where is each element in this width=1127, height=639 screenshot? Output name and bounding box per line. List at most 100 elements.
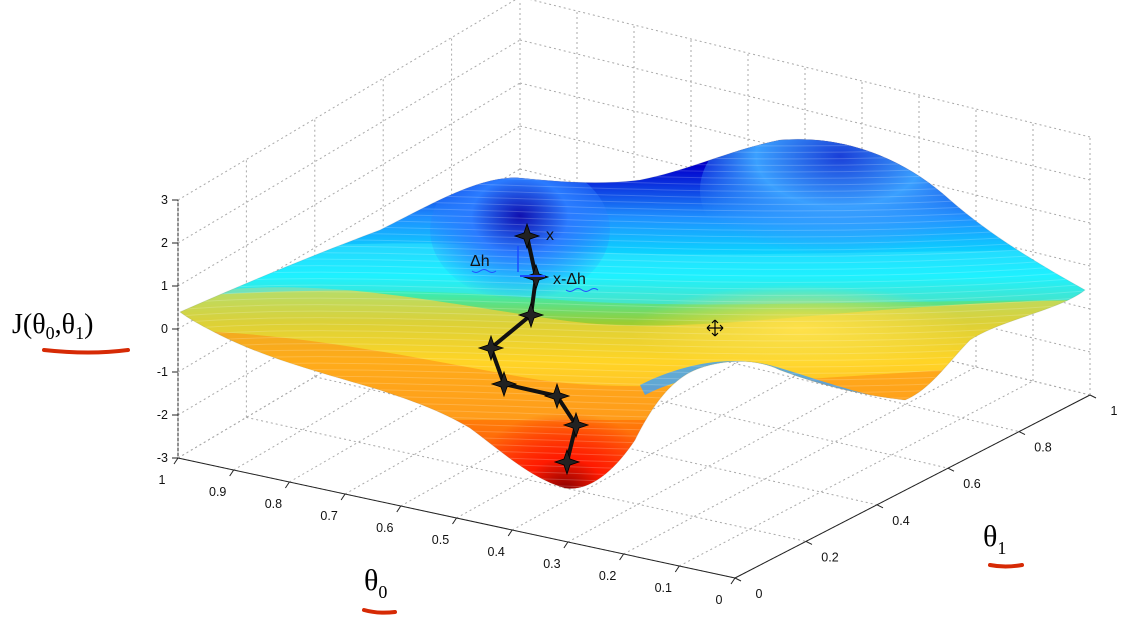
theta0-tick-label: 0.5 [432, 533, 449, 547]
mesh-line [180, 464, 1085, 478]
mesh-line [180, 139, 1085, 147]
floor-gridline-theta0 [679, 380, 1034, 567]
theta0-tick-mark [674, 565, 680, 573]
theta1-label-underline [988, 563, 1024, 569]
z-gridline-left-wall [177, 0, 516, 201]
theta0-tick-label: 0 [716, 593, 723, 607]
theta0-tick-mark [229, 469, 235, 477]
mesh-line [180, 321, 1085, 335]
descent-path [477, 222, 590, 476]
theta1-axis-label: θ1 [983, 520, 1006, 558]
mesh-line [180, 451, 1085, 465]
theta1-tick-label: 0 [756, 587, 763, 601]
theta0-tick-label: 0.2 [599, 569, 616, 583]
mesh-line [180, 158, 1085, 173]
annotations: x Δh x-Δh [470, 227, 599, 292]
descent-step-marker [490, 370, 518, 398]
theta1-tick-mark [805, 540, 813, 545]
theta1-tick-mark [1089, 394, 1097, 399]
theta1-axis-ticks: 0 0.2 0.4 0.6 0.8 1 [734, 394, 1118, 601]
x-minus-delta-h-label: x-Δh [553, 271, 586, 288]
mesh-line [180, 152, 1085, 166]
mesh-line [180, 457, 1085, 472]
theta0-tick-mark [563, 541, 569, 549]
descent-step-marker [553, 448, 581, 476]
floor-gridline-theta0 [623, 366, 977, 555]
z-tick-label: -2 [157, 408, 168, 422]
z-tick-label: 1 [161, 279, 168, 293]
theta1-tick-mark [1018, 431, 1026, 436]
theta0-tick-mark [730, 577, 736, 585]
theta0-axis-label: θ0 [364, 564, 387, 602]
theta1-tick-label: 0.4 [892, 514, 909, 528]
theta0-tick-label: 1 [159, 473, 166, 487]
mesh-line [180, 308, 1085, 322]
theta1-tick-mark [947, 467, 955, 472]
descent-step-marker [562, 411, 590, 439]
theta0-tick-mark [284, 481, 290, 489]
surface-outline [179, 138, 1086, 489]
theta0-tick-mark [173, 457, 179, 465]
floor-gridline-theta0 [511, 338, 863, 531]
z-tick-label: 3 [161, 193, 168, 207]
theta0-label-underline [362, 608, 397, 615]
mesh-line [180, 139, 1085, 153]
z-axis-label-sub0: 0 [46, 323, 55, 343]
mesh-line [150, 504, 1110, 517]
theta0-axis-ticks: 1 0.9 0.8 0.7 0.6 0.5 0.4 0.3 0.2 0.1 0 [159, 457, 736, 607]
theta1-axis-line [734, 394, 1091, 579]
mesh-line [150, 120, 1110, 133]
theta0-tick-mark [507, 529, 513, 537]
z-axis-label-sub1: 1 [75, 323, 84, 343]
mesh-line [180, 334, 1085, 348]
move-cursor-icon [706, 319, 724, 337]
mesh-line [180, 340, 1085, 355]
descent-step-marker [477, 334, 505, 362]
theta1-label-sub: 1 [997, 538, 1006, 558]
mesh-line [180, 288, 1085, 303]
mesh-line [180, 301, 1085, 316]
z-tick-label: -3 [157, 451, 168, 465]
z-axis-label-main: J(θ [12, 309, 46, 340]
right-plateau-shading [630, 285, 970, 375]
theta0-tick-label: 0.6 [376, 521, 393, 535]
cost-surface [150, 120, 1110, 517]
mesh-line [180, 327, 1085, 342]
theta0-tick-mark [452, 517, 457, 525]
z-tick-label: 2 [161, 236, 168, 250]
z-gridline-left-wall [177, 82, 521, 287]
theta0-label-main: θ [364, 564, 378, 597]
delta-h-squiggle [471, 269, 497, 273]
mesh-line [180, 145, 1085, 160]
point-x-label: x [546, 227, 554, 244]
floor-gridline-theta0 [567, 352, 920, 543]
mesh-line [180, 165, 1085, 179]
descent-step-marker [543, 382, 571, 410]
z-axis-ticks: 3 2 1 0 -1 -2 -3 [157, 193, 178, 465]
z-axis-label-end: ) [84, 309, 93, 340]
theta1-tick-label: 0.6 [963, 477, 980, 491]
mesh-line [180, 347, 1085, 361]
theta0-tick-mark [396, 505, 402, 513]
theta1-tick-label: 0.8 [1034, 441, 1051, 455]
floor-gridline-theta1 [246, 416, 807, 542]
theta0-tick-label: 0.1 [655, 581, 672, 595]
mesh-line [180, 275, 1085, 290]
theta0-tick-label: 0.8 [265, 497, 282, 511]
z-gridline-left-wall [177, 39, 521, 244]
theta1-tick-label: 1 [1111, 404, 1118, 418]
mesh-line [180, 314, 1085, 329]
theta1-label-main: θ [983, 520, 997, 553]
theta1-tick-label: 0.2 [821, 550, 838, 564]
z-tick-label: -1 [157, 365, 168, 379]
theta0-tick-mark [340, 493, 346, 501]
z-axis-label: J(θ0,θ1) [12, 309, 93, 343]
theta0-tick-label: 0.7 [320, 509, 337, 523]
theta0-tick-label: 0.4 [488, 545, 505, 559]
central-peak-shading [430, 160, 610, 300]
delta-h-label: Δh [470, 253, 490, 270]
theta0-label-sub: 0 [378, 582, 387, 602]
theta1-tick-mark [876, 504, 884, 509]
descent-step-marker [513, 222, 541, 250]
